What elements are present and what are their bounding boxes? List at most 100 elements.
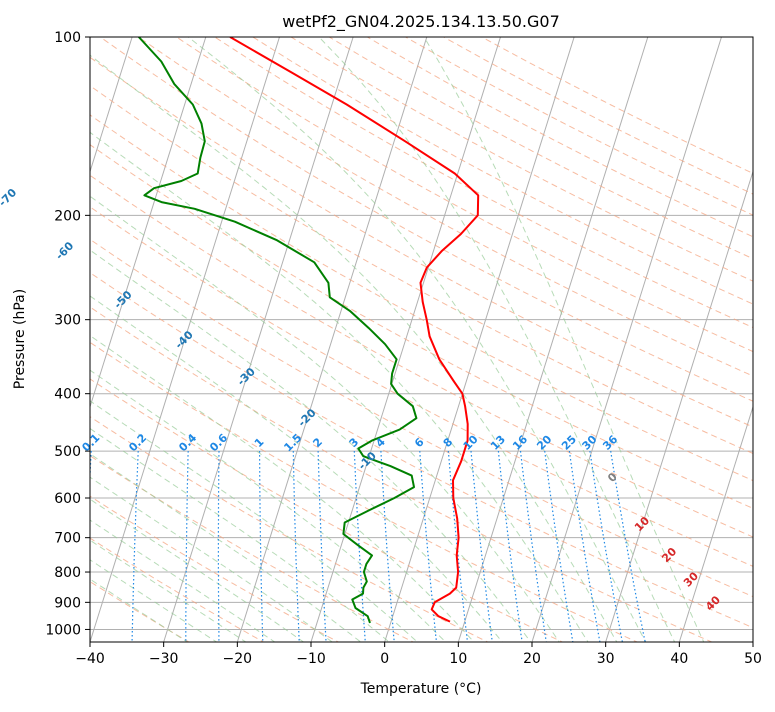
x-axis-label: Temperature (°C) xyxy=(360,681,482,697)
isotherm-line xyxy=(90,37,133,174)
dry-adiabat-line xyxy=(290,37,753,282)
dry-adiabat-line xyxy=(404,37,753,216)
isotherm-line xyxy=(90,37,207,409)
dry-adiabat-line xyxy=(90,416,489,642)
moist-adiabat-line xyxy=(90,131,589,642)
dry-adiabat-line xyxy=(328,37,753,260)
isotherm-line xyxy=(90,37,280,642)
mixing-ratio-line xyxy=(589,451,624,642)
moist-adiabat-label: 0 xyxy=(605,470,620,485)
data-series xyxy=(138,37,480,624)
moist-adiabat-line xyxy=(90,54,618,642)
line-labels: -100-90-80-70-60-50-40-30-20-100.10.20.4… xyxy=(0,186,723,614)
mixing-ratio-line xyxy=(544,451,574,642)
y-tick-label: 600 xyxy=(54,491,81,507)
dry-adiabat-line xyxy=(90,206,753,567)
y-tick-label: 500 xyxy=(54,444,81,460)
mixing-ratio-label: 13 xyxy=(488,433,508,453)
moist-adiabat-line xyxy=(318,37,676,642)
background-grid xyxy=(0,10,753,654)
dry-adiabat-line xyxy=(213,37,753,329)
x-tick-label: −30 xyxy=(149,651,179,667)
mixing-ratio-label: 1 xyxy=(252,435,267,450)
dry-adiabat-line xyxy=(251,37,753,305)
moist-adiabat-label: 20 xyxy=(659,545,679,565)
mixing-ratio-line xyxy=(185,451,189,642)
isotherm-label: -50 xyxy=(111,288,134,311)
y-tick-label: 100 xyxy=(54,30,81,46)
y-axis-label: Pressure (hPa) xyxy=(12,289,28,389)
isotherm-line xyxy=(457,37,649,642)
y-tick-label: 900 xyxy=(54,595,81,611)
mixing-ratio-line xyxy=(353,451,366,642)
mixing-ratio-label: 2 xyxy=(310,435,325,450)
isotherm-line xyxy=(0,10,67,654)
moist-adiabat-line xyxy=(423,37,705,642)
moist-adiabat-line xyxy=(90,476,334,642)
y-tick-label: 400 xyxy=(54,387,81,403)
x-tick-label: 50 xyxy=(744,651,762,667)
x-tick-label: 20 xyxy=(523,651,541,667)
dewpoint-line xyxy=(138,37,418,624)
y-tick-label: 300 xyxy=(54,313,81,329)
x-tick-label: −20 xyxy=(223,651,253,667)
isotherm-label: -20 xyxy=(295,406,318,429)
x-tick-label: 0 xyxy=(380,651,389,667)
isotherm-label: -10 xyxy=(356,449,379,472)
mixing-ratio-line xyxy=(380,451,395,642)
mixing-ratio-line xyxy=(292,451,300,642)
mixing-ratio-line xyxy=(610,451,646,642)
dry-adiabat-line xyxy=(90,272,753,629)
isotherm-label: -30 xyxy=(235,365,258,388)
isotherm-label: -40 xyxy=(172,328,195,351)
mixing-ratio-line xyxy=(497,451,523,642)
dry-adiabat-line xyxy=(90,341,639,642)
dry-adiabat-line xyxy=(442,37,753,195)
moist-adiabat-line xyxy=(90,453,362,642)
y-tick-label: 800 xyxy=(54,565,81,581)
mixing-ratio-line xyxy=(131,451,139,642)
mixing-ratio-label: 8 xyxy=(441,435,456,450)
isotherm-line xyxy=(531,37,722,642)
isotherm-line xyxy=(163,37,354,642)
mixing-ratio-line xyxy=(447,451,469,642)
x-tick-label: −40 xyxy=(75,651,105,667)
chart-title: wetPf2_GN04.2025.134.13.50.G07 xyxy=(282,12,560,32)
moist-adiabat-line xyxy=(187,37,647,642)
axis-ticks: −40 −30 −20 −10 0 10 20 30 40 5010020030040050060… xyxy=(45,30,762,667)
dry-adiabat-line xyxy=(90,174,753,538)
y-tick-label: 700 xyxy=(54,531,81,547)
mixing-ratio-line xyxy=(568,451,601,642)
x-tick-label: 40 xyxy=(670,651,688,667)
isotherm-line xyxy=(384,37,575,642)
moist-adiabat-line xyxy=(90,559,218,642)
moist-adiabat-line xyxy=(90,334,475,642)
isotherm-label: -60 xyxy=(53,239,76,262)
mixing-ratio-line xyxy=(470,451,493,642)
x-tick-label: 10 xyxy=(449,651,467,667)
x-tick-label: −10 xyxy=(296,651,326,667)
dry-adiabat-line xyxy=(90,144,753,509)
dry-adiabat-line xyxy=(90,581,190,642)
mixing-ratio-line xyxy=(259,451,264,642)
mixing-ratio-line xyxy=(217,451,220,642)
moist-adiabat-label: 40 xyxy=(703,593,723,613)
y-tick-label: 200 xyxy=(54,208,81,224)
moist-adiabat-line xyxy=(90,400,419,642)
isotherm-line xyxy=(678,405,753,642)
dry-adiabat-line xyxy=(90,114,753,482)
isotherm-line xyxy=(236,37,428,642)
moist-adiabat-label: 10 xyxy=(632,514,652,534)
isotherm-label: -70 xyxy=(0,186,20,209)
dry-adiabat-line xyxy=(90,378,564,642)
x-tick-label: 30 xyxy=(597,651,615,667)
moist-adiabat-line xyxy=(90,498,305,642)
dry-adiabat-line xyxy=(90,85,753,454)
plot-frame xyxy=(89,36,754,643)
moist-adiabat-line xyxy=(90,295,503,642)
moist-adiabat-line xyxy=(90,519,276,642)
temperature-line xyxy=(229,37,480,623)
mixing-ratio-line xyxy=(419,451,438,642)
isotherm-line xyxy=(310,37,501,642)
y-tick-label: 1000 xyxy=(45,622,81,638)
